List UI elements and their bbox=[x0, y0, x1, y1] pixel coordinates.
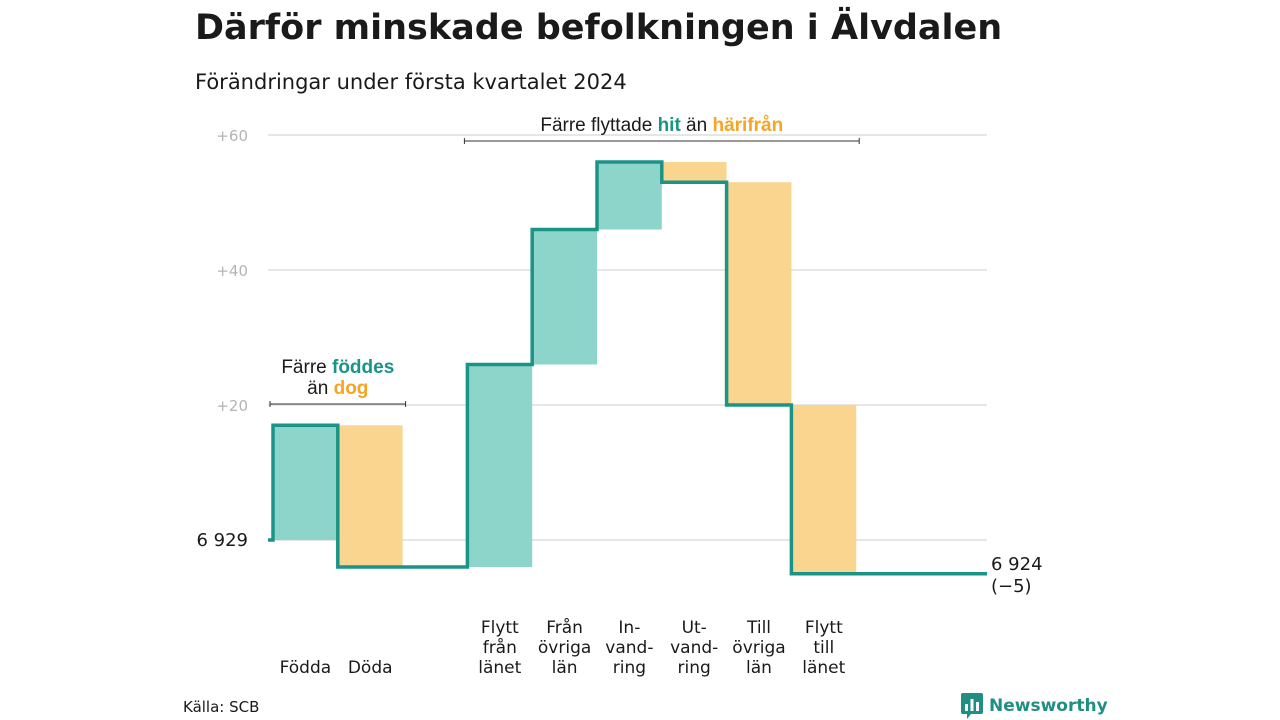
category-label: Till bbox=[746, 618, 771, 638]
category-label: vand- bbox=[605, 638, 653, 658]
annotation-text: Färre flyttade hit än härifrån bbox=[540, 115, 783, 136]
y-tick-label: +40 bbox=[216, 262, 248, 280]
category-label: Födda bbox=[280, 658, 332, 678]
category-label: länet bbox=[802, 658, 845, 678]
category-label: från bbox=[483, 637, 517, 658]
annotation-segment: härifrån bbox=[712, 115, 783, 136]
category-label: län bbox=[552, 658, 578, 678]
chart-subtitle: Förändringar under första kvartalet 2024 bbox=[195, 70, 627, 94]
category-label: Flytt bbox=[805, 618, 843, 638]
category-label: länet bbox=[478, 658, 521, 678]
annotation-segment: Färre bbox=[281, 357, 332, 378]
annotation-text: än dog bbox=[307, 378, 368, 399]
annotation-segment: Färre flyttade bbox=[540, 115, 657, 136]
category-label: Döda bbox=[348, 658, 393, 678]
category-label: vand- bbox=[670, 638, 718, 658]
category-label: Från bbox=[546, 617, 583, 638]
waterfall-bar bbox=[597, 162, 662, 230]
waterfall-bar bbox=[726, 182, 792, 405]
annotation-segment: dog bbox=[334, 378, 369, 399]
category-label: Flytt bbox=[481, 618, 519, 638]
category-label: In- bbox=[618, 618, 640, 638]
category-label: ring bbox=[613, 658, 646, 678]
y-tick-label: +20 bbox=[216, 397, 248, 415]
category-label: län bbox=[746, 658, 772, 678]
waterfall-bar bbox=[532, 229, 597, 365]
start-value-label: 6 929 bbox=[196, 530, 248, 551]
waterfall-bar bbox=[467, 364, 533, 567]
bar-chart-speech-bubble-icon bbox=[961, 693, 983, 719]
cumulative-step-line bbox=[268, 160, 987, 576]
category-label: Ut- bbox=[682, 618, 707, 638]
annotation-text: Färre föddes bbox=[281, 357, 394, 378]
category-label: övriga bbox=[732, 638, 785, 658]
category-label: till bbox=[813, 638, 834, 658]
annotation-segment: hit bbox=[658, 115, 682, 136]
end-change-label: (−5) bbox=[991, 576, 1032, 597]
waterfall-bar bbox=[273, 425, 338, 540]
chart-title: Därför minskade befolkningen i Älvdalen bbox=[195, 8, 1003, 48]
waterfall-bar bbox=[791, 405, 857, 574]
category-label: ring bbox=[678, 658, 711, 678]
waterfall-bar bbox=[337, 425, 403, 567]
waterfall-bar bbox=[661, 162, 727, 183]
source-note: Källa: SCB bbox=[183, 698, 260, 716]
y-tick-label: +60 bbox=[216, 127, 248, 145]
brand-name: Newsworthy bbox=[989, 696, 1108, 716]
annotation-segment: föddes bbox=[332, 357, 394, 378]
end-value-label: 6 924 bbox=[991, 554, 1043, 575]
brand-logo[interactable]: Newsworthy bbox=[961, 693, 1108, 719]
category-label: övriga bbox=[538, 638, 591, 658]
annotation-segment: än bbox=[307, 378, 333, 399]
annotation-segment: än bbox=[681, 115, 713, 136]
